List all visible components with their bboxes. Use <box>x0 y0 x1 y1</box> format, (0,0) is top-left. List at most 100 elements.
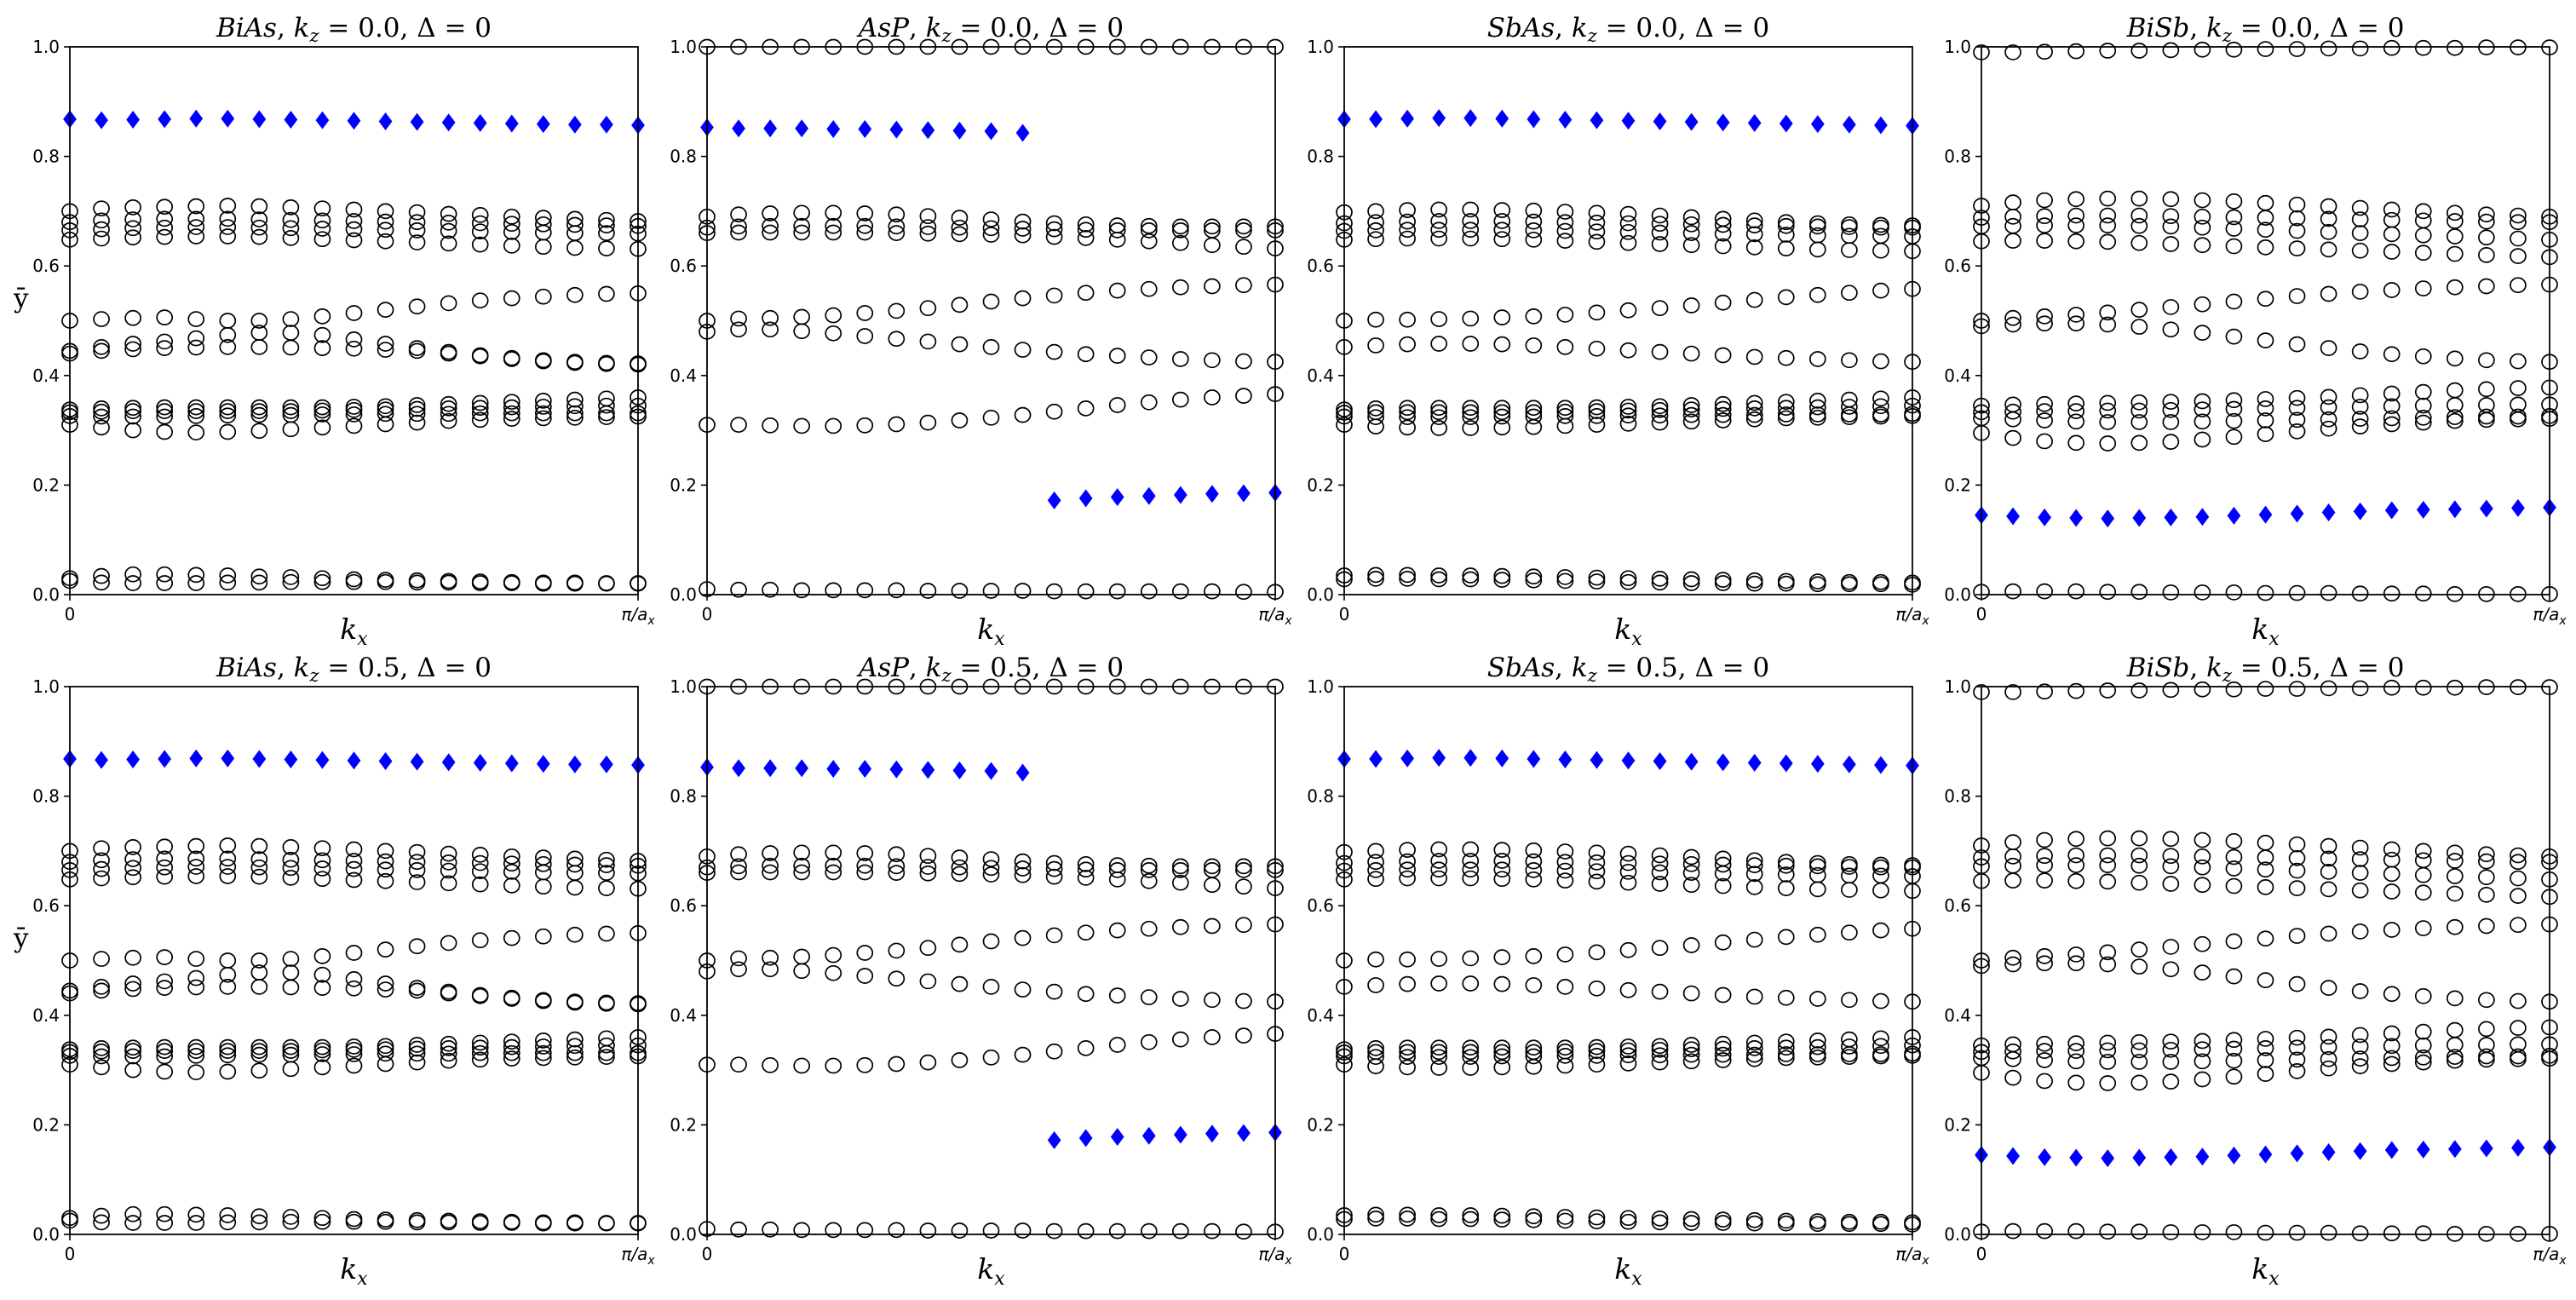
data-point-circle <box>219 219 237 235</box>
data-point-circle <box>313 871 331 888</box>
data-point-circle <box>2225 221 2243 237</box>
data-point-circle <box>124 1048 141 1065</box>
data-point-circle <box>2225 193 2243 210</box>
data-point-circle <box>1108 222 1126 239</box>
data-point-circle <box>1525 1048 1543 1065</box>
data-point-circle <box>250 403 268 419</box>
data-point-circle <box>1045 1043 1063 1060</box>
data-point-diamond <box>1463 109 1478 128</box>
data-point-circle <box>471 1051 489 1068</box>
data-point-circle <box>2004 684 2021 700</box>
ytick-label: 0.4 <box>670 1005 697 1026</box>
data-point-circle <box>1619 399 1637 415</box>
data-point-circle <box>888 858 906 875</box>
data-point-circle <box>156 403 174 419</box>
data-point-circle <box>1777 217 1795 234</box>
data-point-circle <box>345 573 363 590</box>
data-point-circle <box>1108 583 1126 600</box>
data-point-circle <box>888 1056 906 1073</box>
data-point-circle <box>2351 680 2369 697</box>
plot-frame <box>1981 46 2550 595</box>
data-point-circle <box>1367 951 1384 968</box>
data-point-diamond <box>1527 110 1541 129</box>
data-point-circle <box>1140 222 1158 239</box>
data-point-circle <box>1235 862 1252 878</box>
data-point-circle <box>534 928 552 945</box>
data-point-circle <box>1430 221 1448 239</box>
data-point-circle <box>919 300 937 317</box>
data-point-circle <box>2036 683 2053 700</box>
data-point-circle <box>2383 851 2401 868</box>
data-point-circle <box>408 1037 426 1053</box>
data-point-diamond <box>568 115 582 134</box>
xtick-label-right: π/ax <box>2533 1244 2567 1268</box>
data-point-circle <box>1077 1222 1095 1240</box>
data-point-circle <box>598 880 615 896</box>
data-point-circle <box>1045 1222 1063 1240</box>
data-point-circle <box>250 568 268 585</box>
data-point-circle <box>440 1035 457 1052</box>
data-point-circle <box>2446 39 2464 56</box>
data-point-circle <box>1525 1039 1543 1056</box>
data-point-diamond <box>763 119 777 138</box>
data-point-circle <box>187 868 205 884</box>
data-point-circle <box>1619 570 1637 587</box>
data-point-circle <box>408 1054 426 1071</box>
data-point-circle <box>1777 1033 1795 1050</box>
data-point-circle <box>408 843 426 860</box>
data-point-circle <box>377 221 394 239</box>
data-point-circle <box>2351 1050 2369 1067</box>
data-point-circle <box>1872 398 1889 415</box>
xtick-label-right: π/ax <box>1258 1244 1292 1268</box>
data-point-circle <box>1714 225 1732 242</box>
data-point-circle <box>1556 572 1574 590</box>
data-point-circle <box>1045 221 1063 238</box>
data-point-circle <box>534 864 552 881</box>
data-point-circle <box>888 206 906 223</box>
data-point-circle <box>503 877 520 894</box>
data-point-circle <box>124 1061 141 1079</box>
data-point-circle <box>598 1049 615 1066</box>
data-point-circle <box>187 1043 205 1059</box>
data-point-circle <box>762 949 779 966</box>
data-point-circle <box>2351 411 2369 427</box>
data-point-circle <box>471 236 489 253</box>
data-point-circle <box>1077 221 1095 239</box>
data-point-diamond <box>2132 509 2147 527</box>
ytick-label: 0.2 <box>1944 1114 1971 1135</box>
data-point-circle <box>1777 1046 1795 1062</box>
data-point-circle <box>1872 390 1889 407</box>
data-point-circle <box>187 330 205 347</box>
data-point-circle <box>156 575 174 591</box>
data-point-circle <box>1367 409 1384 426</box>
data-point-circle <box>345 853 363 869</box>
data-point-circle <box>1140 857 1158 874</box>
data-point-circle <box>187 837 205 854</box>
data-point-circle <box>313 573 331 590</box>
data-point-circle <box>377 416 394 433</box>
data-point-circle <box>503 1050 520 1067</box>
xtick-label-left: 0 <box>1976 1244 1987 1264</box>
data-point-circle <box>219 1038 237 1056</box>
data-point-circle <box>408 938 426 955</box>
data-point-circle <box>2257 878 2274 895</box>
data-point-circle <box>2004 208 2021 225</box>
data-point-circle <box>2446 853 2464 869</box>
data-point-diamond <box>2132 1148 2147 1167</box>
data-point-circle <box>793 308 811 325</box>
data-point-circle <box>825 224 842 241</box>
data-point-circle <box>730 321 747 338</box>
data-point-circle <box>2414 843 2432 860</box>
ytick-label: 1.0 <box>1944 676 1971 697</box>
data-point-circle <box>345 213 363 229</box>
data-point-circle <box>2446 990 2464 1007</box>
data-point-circle <box>1651 940 1669 957</box>
data-point-circle <box>1399 230 1416 247</box>
data-point-circle <box>2414 852 2432 869</box>
data-point-circle <box>1525 1211 1543 1228</box>
data-point-circle <box>156 1048 174 1065</box>
data-point-circle <box>2067 307 2085 323</box>
data-point-circle <box>1619 205 1637 222</box>
data-point-circle <box>2067 1035 2085 1051</box>
data-point-circle <box>1808 881 1826 898</box>
